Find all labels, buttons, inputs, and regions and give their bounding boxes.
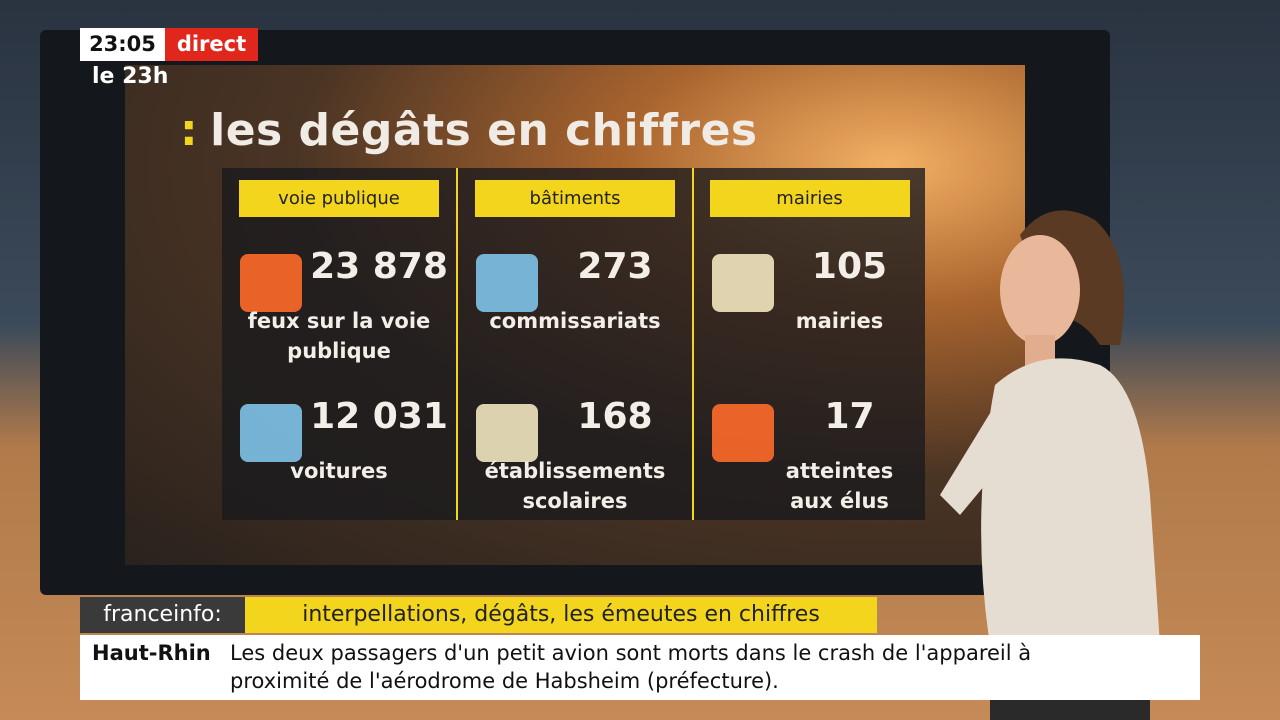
- brand: franceinfo:: [80, 597, 245, 633]
- figure: 168: [538, 396, 692, 437]
- figure: 23 878: [302, 246, 456, 287]
- live-tag: direct: [165, 28, 258, 61]
- figure-label: voitures: [290, 459, 388, 483]
- figure: 105: [774, 246, 925, 287]
- ticker-text: Les deux passagers d'un petit avion sont…: [230, 641, 1032, 693]
- figure-label: mairies: [795, 309, 884, 333]
- clock: 23:05: [80, 28, 165, 61]
- figure: 273: [538, 246, 692, 287]
- figure-column: bâtiments 273 commissariats 168 établissemen…: [458, 168, 692, 520]
- icon: [476, 254, 538, 312]
- icon: [476, 404, 538, 462]
- figure-label: établissements scolaires: [484, 459, 666, 513]
- icon: [240, 254, 302, 312]
- column-divider: [692, 168, 694, 520]
- title-marker: :: [180, 105, 199, 156]
- icon: [712, 404, 774, 462]
- column-heading: bâtiments: [475, 180, 675, 217]
- ticker: Haut-Rhin Les deux passagers d'un petit …: [80, 635, 1200, 700]
- ticker-place: Haut-Rhin: [92, 641, 211, 665]
- figure-label: atteintes aux élus: [785, 459, 894, 513]
- figure-value: 105: [811, 246, 888, 287]
- title-text: les dégâts en chiffres: [210, 105, 758, 156]
- figure-column: voie publique 23 878 feux sur la voie publ…: [222, 168, 456, 520]
- figure-value: 17: [824, 396, 875, 437]
- icon: [240, 404, 302, 462]
- figure-label: commissariats: [489, 309, 661, 333]
- column-heading: voie publique: [239, 180, 439, 217]
- icon: [712, 254, 774, 312]
- presenter: [940, 210, 1160, 720]
- figure-value: 23 878: [310, 246, 448, 287]
- figure: 12 031: [302, 396, 456, 437]
- figure: 17: [774, 396, 925, 437]
- figures-panel: [222, 168, 925, 520]
- column-divider: [456, 168, 458, 520]
- figure-column: mairies 105 mairies 17 atteintes aux élus: [694, 168, 925, 520]
- figure-value: 12 031: [310, 396, 448, 437]
- headline: interpellations, dégâts, les émeutes en …: [245, 597, 877, 633]
- show-name: le 23h: [92, 64, 169, 89]
- figure-value: 168: [577, 396, 653, 437]
- board-title: : les dégâts en chiffres: [180, 105, 758, 156]
- figure-label: feux sur la voie publique: [247, 309, 431, 363]
- figure-value: 273: [577, 246, 653, 287]
- column-heading: mairies: [709, 180, 910, 217]
